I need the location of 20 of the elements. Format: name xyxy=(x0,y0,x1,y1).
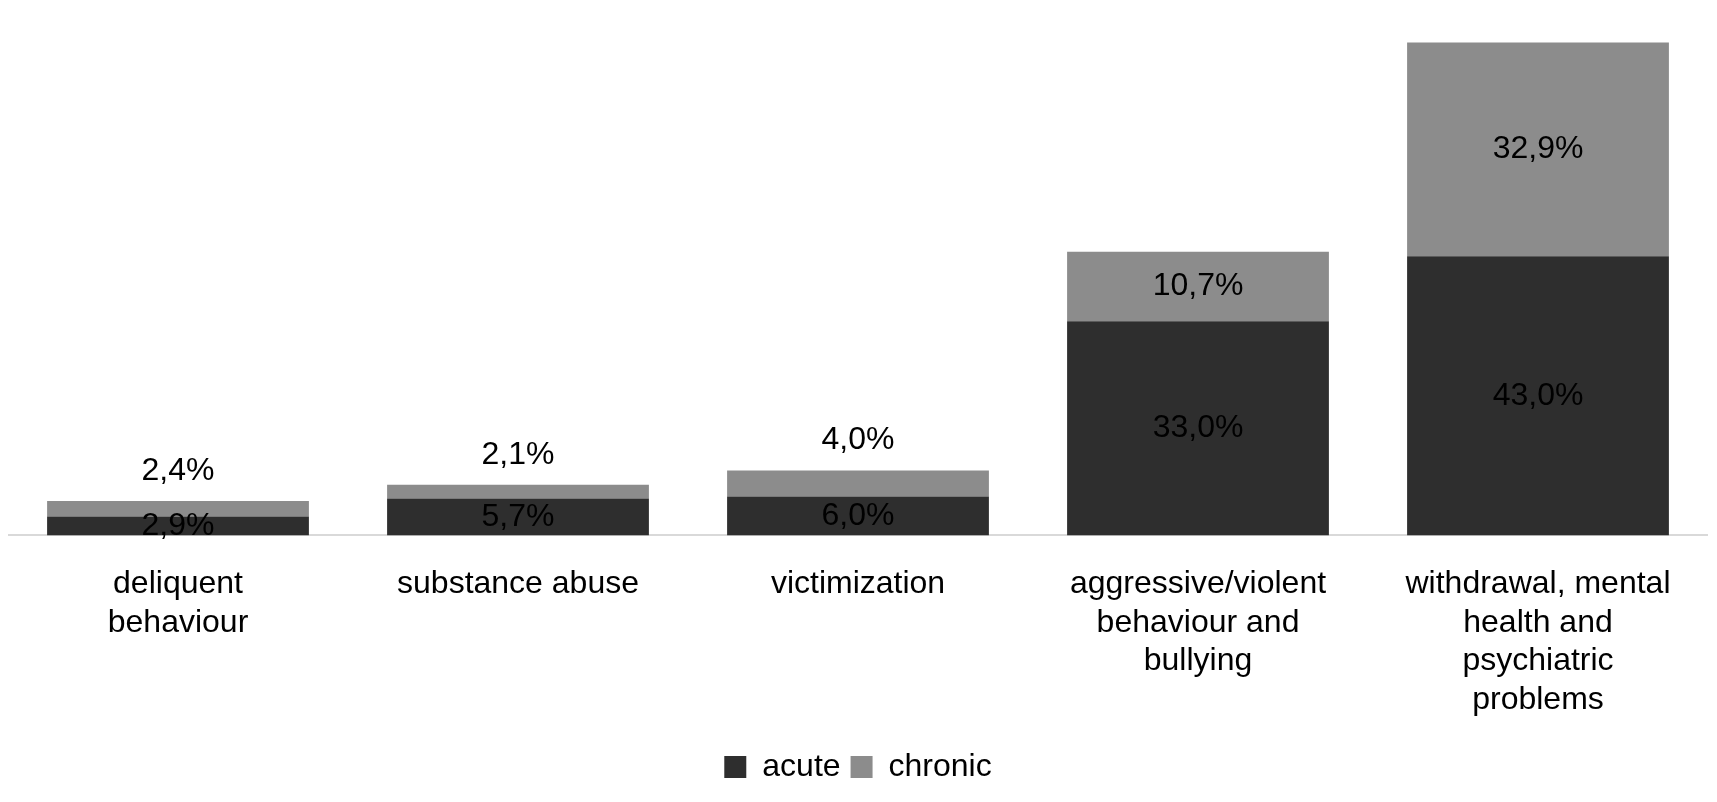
x-tick-label: victimization xyxy=(770,564,946,601)
data-label: 4,0% xyxy=(821,420,895,457)
bar xyxy=(1407,42,1669,257)
x-tick-label: substance abuse xyxy=(397,564,639,601)
legend-label: chronic xyxy=(888,746,992,783)
data-label: 2,4% xyxy=(141,450,215,487)
bar xyxy=(387,484,649,499)
bar xyxy=(727,470,989,497)
data-label: 32,9% xyxy=(1492,129,1584,166)
bar xyxy=(727,496,989,536)
bar xyxy=(1407,256,1669,536)
x-tick-label: aggressive/violent behaviour and bullying xyxy=(1069,564,1327,678)
bar xyxy=(1067,321,1329,536)
x-tick-label: deliquent behaviour xyxy=(107,564,249,639)
bar xyxy=(1067,251,1329,322)
legend-label: acute xyxy=(762,746,841,783)
data-label: 2,1% xyxy=(481,434,555,471)
x-tick-label: withdrawal, mental health and psychiatric problems xyxy=(1404,564,1671,716)
bar xyxy=(387,498,649,536)
data-label: 10,7% xyxy=(1152,266,1244,303)
